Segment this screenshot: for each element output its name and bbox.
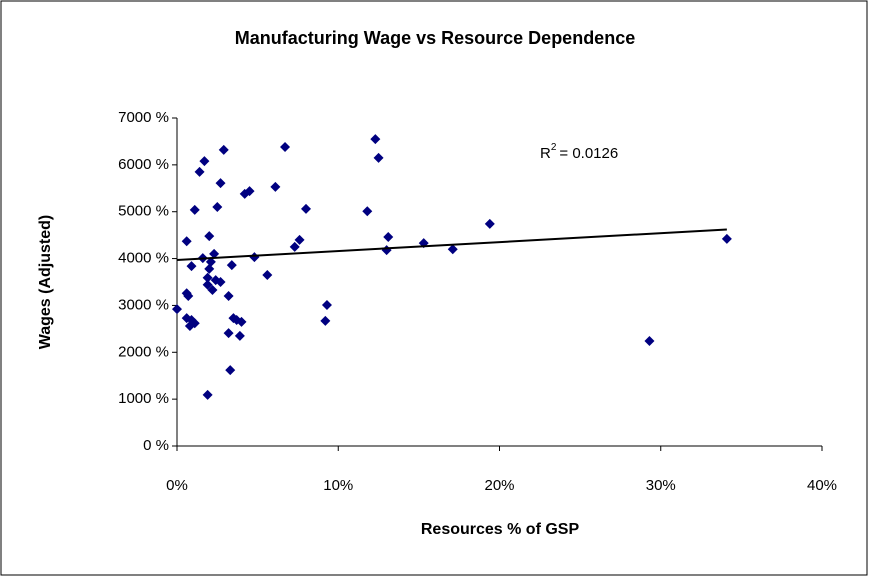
data-point [289, 241, 300, 252]
data-point [215, 178, 226, 189]
y-tick-label: 1000 % [118, 390, 169, 407]
y-tick-label: 0 % [143, 437, 169, 454]
data-point [204, 231, 215, 242]
y-tick-label: 2000 % [118, 343, 169, 360]
data-point [204, 263, 215, 274]
data-point [202, 272, 213, 283]
data-point [194, 166, 205, 177]
data-point [226, 260, 237, 271]
r2-value: = 0.0126 [559, 145, 618, 162]
data-point [225, 365, 236, 376]
data-point [244, 186, 255, 197]
data-point [280, 142, 291, 153]
chart-title: Manufacturing Wage vs Resource Dependenc… [235, 28, 635, 48]
y-tick-label: 5000 % [118, 203, 169, 220]
x-tick-label: 40% [807, 477, 837, 494]
data-point [262, 269, 273, 280]
x-tick-label: 20% [484, 477, 514, 494]
y-tick-label: 3000 % [118, 296, 169, 313]
data-point [209, 248, 220, 259]
data-point [447, 244, 458, 255]
data-point [383, 232, 394, 243]
data-point [212, 202, 223, 213]
r2-r: R [540, 145, 551, 162]
data-point [186, 261, 197, 272]
data-point [189, 204, 200, 215]
data-point [370, 134, 381, 145]
x-axis-label: Resources % of GSP [421, 521, 580, 538]
data-point [644, 336, 655, 347]
data-point [181, 236, 192, 247]
data-point [484, 218, 495, 229]
data-point [721, 233, 732, 244]
y-tick-label: 4000 % [118, 250, 169, 267]
data-point [294, 234, 305, 245]
y-tick-label: 7000 % [118, 109, 169, 126]
x-tick-label: 10% [323, 477, 353, 494]
data-point [189, 318, 200, 329]
data-point [207, 284, 218, 295]
data-point [205, 256, 216, 267]
data-point [172, 304, 182, 315]
data-point [270, 181, 281, 192]
x-tick-label: 0% [166, 477, 188, 494]
y-axis-label: Wages (Adjusted) [37, 215, 54, 350]
x-tick-label: 30% [646, 477, 676, 494]
data-point [223, 328, 234, 339]
data-point [236, 316, 247, 327]
data-point [320, 315, 331, 326]
r-squared: R2 = 0.0126 [540, 142, 618, 162]
data-point [362, 206, 373, 217]
y-tick-label: 6000 % [118, 156, 169, 173]
data-point [373, 152, 384, 163]
trendline [176, 228, 727, 261]
data-point [183, 291, 194, 302]
data-point [301, 203, 311, 214]
data-point [218, 144, 229, 155]
data-point [199, 156, 210, 167]
data-point [223, 291, 234, 302]
data-point [234, 330, 245, 341]
data-point [321, 299, 332, 310]
data-point [202, 389, 213, 400]
r2-sup: 2 [551, 142, 557, 153]
data-point [215, 277, 226, 287]
